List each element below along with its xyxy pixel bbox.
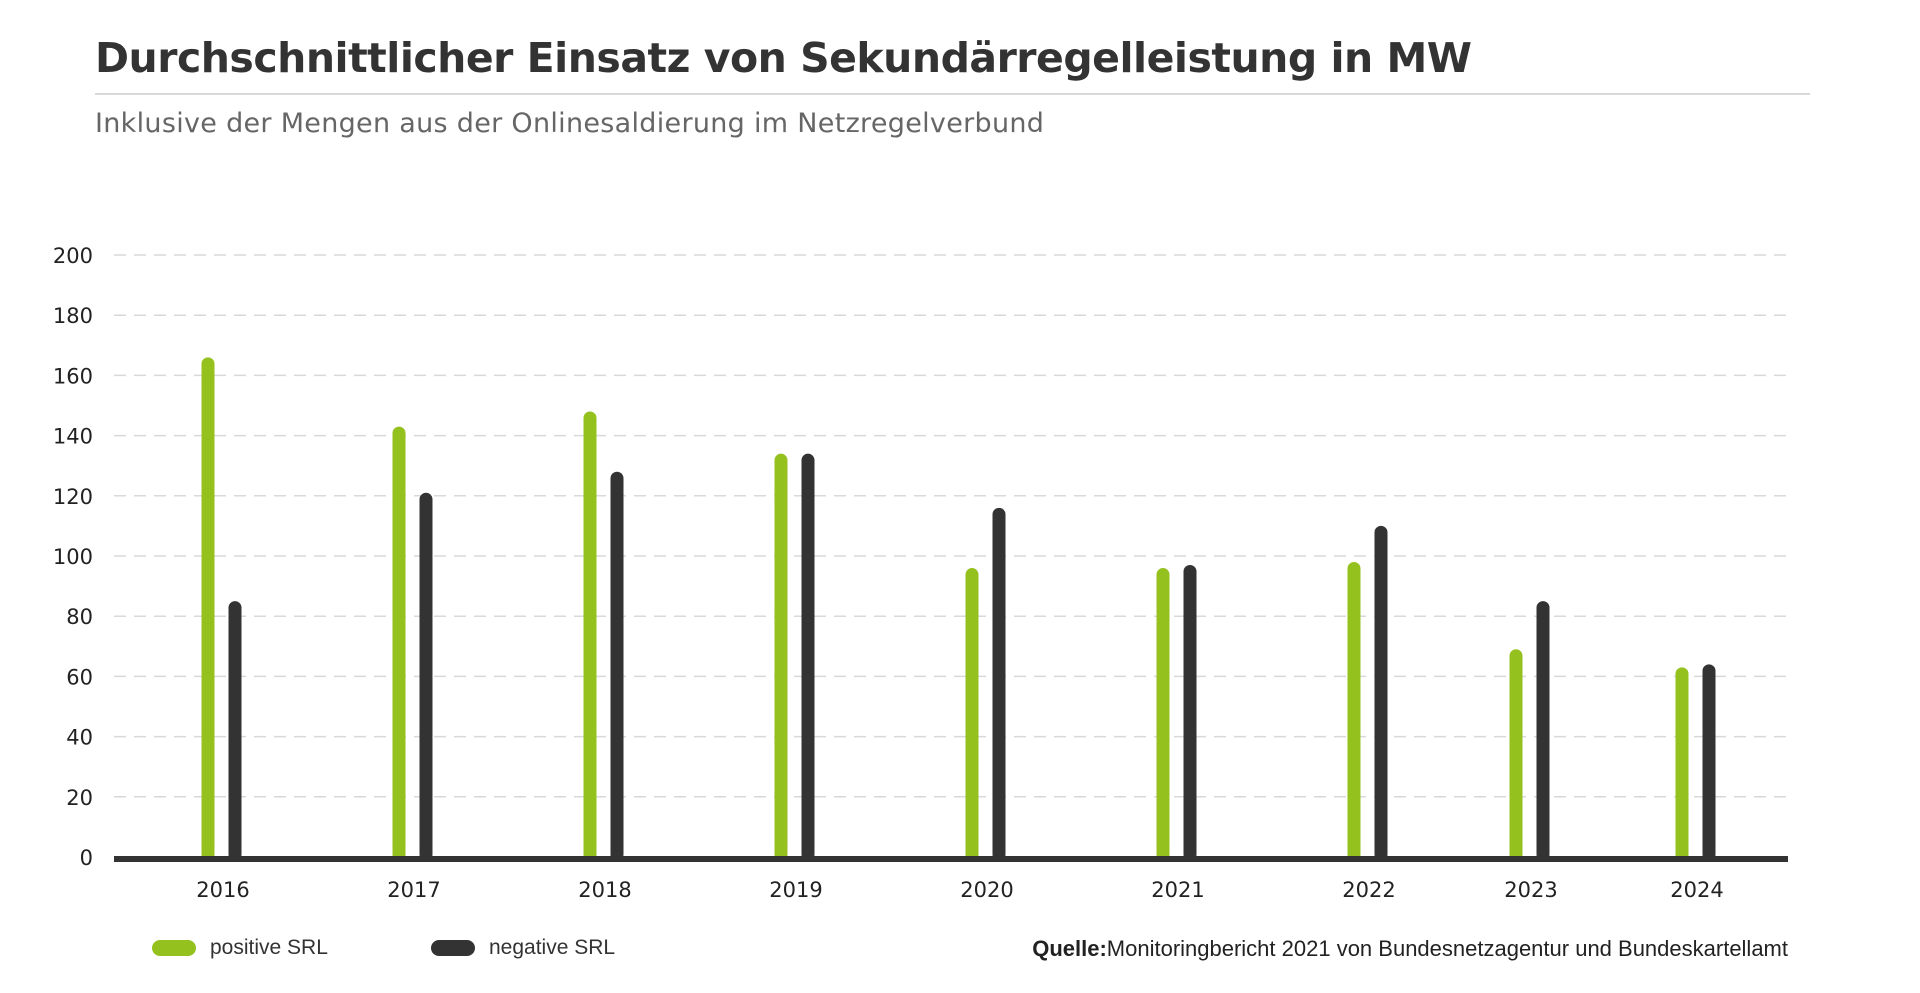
x-tick-label: 2018 xyxy=(578,878,631,902)
y-tick-label: 120 xyxy=(53,485,93,509)
bar-negative-2018 xyxy=(610,471,624,861)
y-tick-label: 100 xyxy=(53,545,93,569)
chart-subtitle: Inklusive der Mengen aus der Onlinesaldi… xyxy=(95,108,1045,139)
bar-negative-2019 xyxy=(801,453,815,861)
x-tick-label: 2023 xyxy=(1504,878,1557,902)
bar-positive-2021 xyxy=(1156,568,1170,861)
bar-negative-2024 xyxy=(1702,664,1716,861)
bar-negative-2023 xyxy=(1536,601,1550,861)
bar-negative-2022 xyxy=(1374,525,1388,861)
legend-label-positive: positive SRL xyxy=(210,936,328,959)
y-tick-label: 20 xyxy=(66,786,93,810)
bar-negative-2017 xyxy=(419,492,433,861)
x-tick-label: 2020 xyxy=(960,878,1013,902)
y-tick-label: 60 xyxy=(66,665,93,689)
x-tick-label: 2019 xyxy=(769,878,822,902)
y-tick-label: 180 xyxy=(53,304,93,328)
y-tick-label: 0 xyxy=(80,846,93,870)
x-tick-label: 2024 xyxy=(1670,878,1723,902)
source-text: Monitoringbericht 2021 von Bundesnetzage… xyxy=(1106,936,1788,961)
y-tick-label: 200 xyxy=(53,244,93,268)
source-note: Quelle:Monitoringbericht 2021 von Bundes… xyxy=(1032,936,1788,962)
y-axis-ticks: 0 20 40 60 80 100 120 140 160 180 200 xyxy=(53,244,93,870)
legend-label-negative: negative SRL xyxy=(489,936,616,959)
x-tick-label: 2021 xyxy=(1151,878,1204,902)
bar-positive-2018 xyxy=(583,411,597,861)
legend-swatch-positive xyxy=(152,940,196,956)
chart-title: Durchschnittlicher Einsatz von Sekundärr… xyxy=(95,34,1472,82)
bar-positive-2017 xyxy=(392,426,406,861)
title-divider xyxy=(95,93,1810,95)
legend-item-positive: positive SRL xyxy=(152,936,328,960)
x-tick-label: 2022 xyxy=(1342,878,1395,902)
x-tick-label: 2016 xyxy=(196,878,249,902)
y-tick-label: 80 xyxy=(66,605,93,629)
bar-positive-2016 xyxy=(201,357,215,861)
y-tick-label: 160 xyxy=(53,364,93,388)
bar-positive-2023 xyxy=(1509,649,1523,861)
x-tick-label: 2017 xyxy=(387,878,440,902)
y-tick-label: 40 xyxy=(66,726,93,750)
x-axis-ticks: 2016 2017 2018 2019 2020 2021 2022 2023 2024 xyxy=(196,878,1723,902)
source-label: Quelle: xyxy=(1032,936,1107,961)
bar-positive-2022 xyxy=(1347,562,1361,861)
legend-item-negative: negative SRL xyxy=(431,936,615,960)
bars xyxy=(201,357,1716,861)
bar-negative-2016 xyxy=(228,601,242,861)
legend-swatch-negative xyxy=(431,940,475,956)
bar-positive-2020 xyxy=(965,568,979,861)
y-tick-label: 140 xyxy=(53,425,93,449)
bar-positive-2024 xyxy=(1675,667,1689,861)
bar-negative-2020 xyxy=(992,507,1006,861)
legend: positive SRL negative SRL xyxy=(0,936,1920,966)
bar-positive-2019 xyxy=(774,453,788,861)
bar-negative-2021 xyxy=(1183,565,1197,861)
